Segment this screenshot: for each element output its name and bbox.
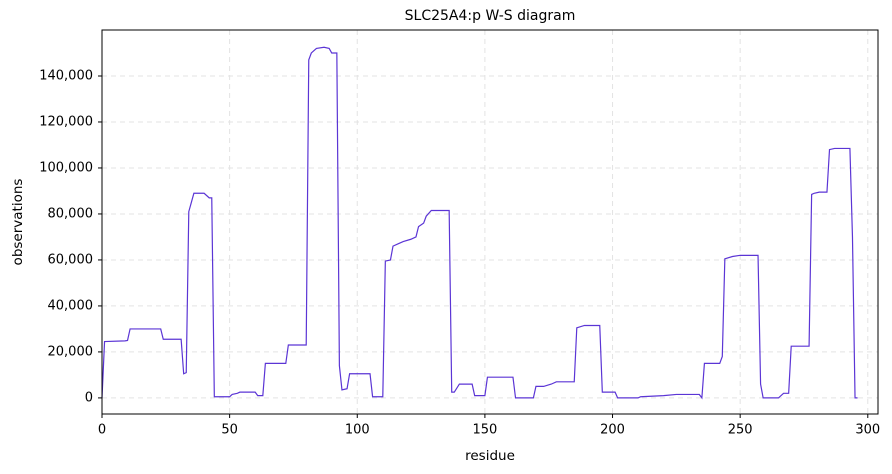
x-tick-label: 0 xyxy=(98,423,106,438)
y-tick-label: 100,000 xyxy=(39,160,93,175)
y-tick-label: 80,000 xyxy=(48,206,94,221)
y-tick-label: 20,000 xyxy=(48,344,94,359)
y-tick-label: 40,000 xyxy=(48,298,94,313)
chart-title: SLC25A4:p W-S diagram xyxy=(405,8,576,24)
x-tick-label: 200 xyxy=(600,423,625,438)
x-tick-label: 250 xyxy=(728,423,753,438)
data-line xyxy=(101,46,858,400)
plot-frame xyxy=(101,29,879,415)
y-tick-label: 140,000 xyxy=(39,68,93,83)
y-tick-label: 60,000 xyxy=(48,252,94,267)
y-tick-label: 0 xyxy=(85,390,93,405)
x-tick-label: 150 xyxy=(472,423,497,438)
x-axis-label: residue xyxy=(465,448,515,464)
y-tick-label: 120,000 xyxy=(39,114,93,129)
x-tick-label: 50 xyxy=(221,423,238,438)
x-tick-label: 300 xyxy=(855,423,880,438)
x-tick-label: 100 xyxy=(345,423,370,438)
y-axis-label: observations xyxy=(10,179,26,266)
